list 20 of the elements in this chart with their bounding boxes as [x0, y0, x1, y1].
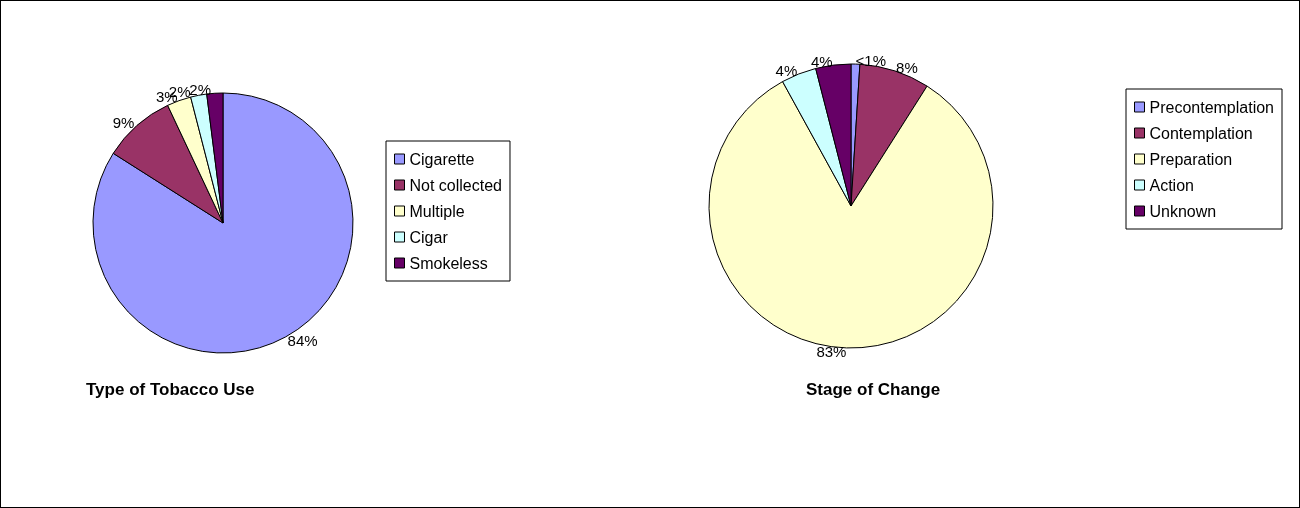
text: Stage of Change — [806, 380, 941, 399]
text: Type of Tobacco Use — [86, 380, 255, 399]
data-label: 84% — [287, 331, 318, 349]
data-label: 2% — [189, 80, 211, 98]
data-label: <1% — [855, 51, 887, 69]
legend-label: Cigar — [409, 228, 449, 246]
legend-label: Multiple — [409, 202, 465, 220]
legend-label: Cigarette — [409, 150, 475, 168]
legend-label: Unknown — [1149, 202, 1217, 220]
legend-label: Preparation — [1149, 150, 1233, 168]
legend-label: Smokeless — [409, 254, 488, 272]
data-label: 9% — [112, 113, 135, 131]
data-label: 8% — [896, 58, 918, 76]
legend-label: Precontemplation — [1149, 98, 1275, 116]
data-label: 83% — [816, 343, 847, 361]
legend-label: Not collected — [409, 176, 502, 194]
data-label: 4% — [775, 61, 798, 79]
data-label: 4% — [811, 52, 833, 70]
legend-label: Contemplation — [1149, 124, 1253, 142]
legend-label: Action — [1149, 176, 1194, 194]
